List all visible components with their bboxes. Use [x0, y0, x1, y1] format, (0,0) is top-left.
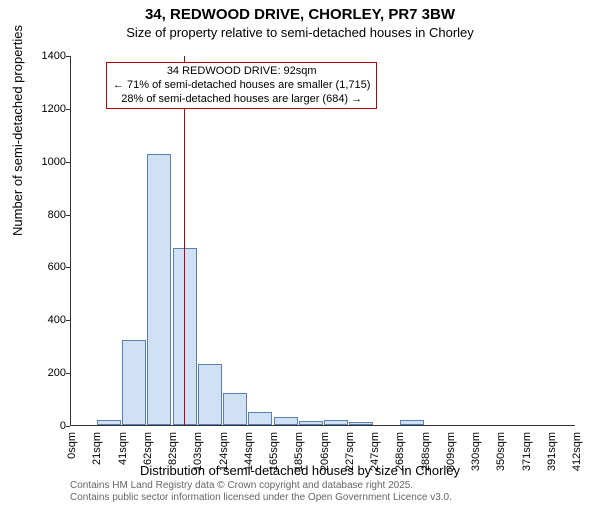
- annotation-box: 34 REDWOOD DRIVE: 92sqm← 71% of semi-det…: [106, 62, 377, 109]
- histogram-bar: [223, 393, 247, 425]
- x-tick-label: 288sqm: [420, 432, 432, 471]
- x-tick-label: 62sqm: [142, 432, 154, 465]
- x-tick-label: 227sqm: [344, 432, 356, 471]
- annotation-line: ← 71% of semi-detached houses are smalle…: [113, 79, 370, 93]
- y-axis-label: Number of semi-detached properties: [10, 25, 25, 236]
- y-tick-mark: [66, 320, 70, 321]
- chart-title-line2: Size of property relative to semi-detach…: [0, 25, 600, 40]
- y-tick-mark: [66, 426, 70, 427]
- property-marker-line: [184, 56, 185, 425]
- x-tick-label: 371sqm: [521, 432, 533, 471]
- y-tick-label: 800: [40, 209, 66, 221]
- attribution-line1: Contains HM Land Registry data © Crown c…: [70, 480, 452, 492]
- y-tick-label: 1400: [40, 50, 66, 62]
- y-tick-mark: [66, 109, 70, 110]
- x-tick-label: 206sqm: [319, 432, 331, 471]
- y-tick-mark: [66, 56, 70, 57]
- chart-area: 34 REDWOOD DRIVE: 92sqm← 71% of semi-det…: [70, 56, 575, 426]
- y-tick-label: 1200: [40, 103, 66, 115]
- x-tick-label: 124sqm: [218, 432, 230, 471]
- plot-region: 34 REDWOOD DRIVE: 92sqm← 71% of semi-det…: [70, 56, 575, 426]
- annotation-line: 28% of semi-detached houses are larger (…: [113, 93, 370, 107]
- y-tick-mark: [66, 162, 70, 163]
- x-tick-label: 412sqm: [571, 432, 583, 471]
- histogram-bar: [248, 412, 272, 425]
- histogram-bar: [324, 420, 348, 425]
- y-tick-label: 0: [40, 420, 66, 432]
- histogram-bar: [400, 420, 424, 425]
- y-tick-label: 400: [40, 314, 66, 326]
- x-tick-label: 391sqm: [546, 432, 558, 471]
- y-tick-label: 1000: [40, 156, 66, 168]
- x-tick-label: 268sqm: [394, 432, 406, 471]
- chart-title-block: 34, REDWOOD DRIVE, CHORLEY, PR7 3BW Size…: [0, 6, 600, 40]
- y-tick-mark: [66, 267, 70, 268]
- x-tick-label: 41sqm: [117, 432, 129, 465]
- x-tick-label: 309sqm: [445, 432, 457, 471]
- histogram-bar: [97, 420, 121, 425]
- x-tick-label: 247sqm: [369, 432, 381, 471]
- y-tick-mark: [66, 373, 70, 374]
- histogram-bar: [122, 340, 146, 425]
- histogram-bar: [147, 154, 171, 425]
- x-tick-label: 0sqm: [66, 432, 78, 459]
- x-tick-label: 185sqm: [293, 432, 305, 471]
- x-tick-label: 103sqm: [192, 432, 204, 471]
- annotation-line: 34 REDWOOD DRIVE: 92sqm: [113, 65, 370, 79]
- histogram-bar: [198, 364, 222, 425]
- attribution-text: Contains HM Land Registry data © Crown c…: [70, 480, 452, 504]
- x-tick-label: 165sqm: [268, 432, 280, 471]
- y-tick-mark: [66, 215, 70, 216]
- x-tick-label: 350sqm: [495, 432, 507, 471]
- x-tick-label: 144sqm: [243, 432, 255, 471]
- x-tick-label: 330sqm: [470, 432, 482, 471]
- chart-title-line1: 34, REDWOOD DRIVE, CHORLEY, PR7 3BW: [0, 6, 600, 23]
- histogram-bar: [274, 417, 298, 425]
- y-tick-label: 600: [40, 261, 66, 273]
- histogram-bar: [349, 422, 373, 425]
- x-tick-label: 82sqm: [167, 432, 179, 465]
- y-tick-label: 200: [40, 367, 66, 379]
- x-tick-label: 21sqm: [91, 432, 103, 465]
- histogram-bar: [299, 421, 323, 425]
- attribution-line2: Contains public sector information licen…: [70, 492, 452, 504]
